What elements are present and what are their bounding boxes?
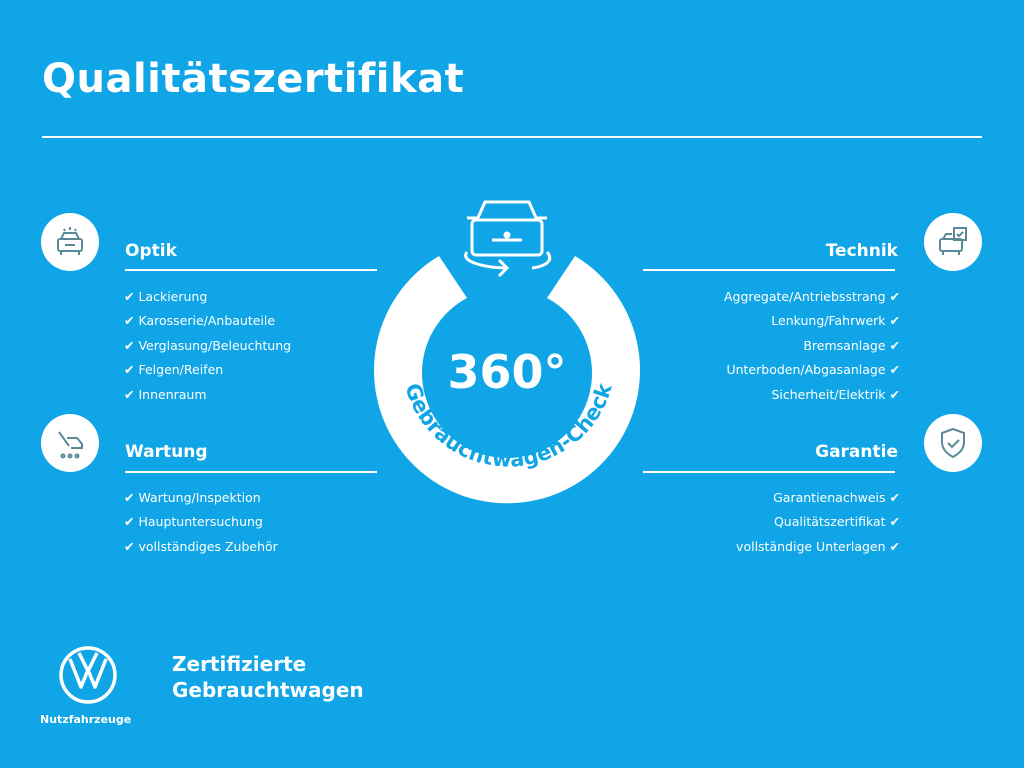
section-divider bbox=[125, 269, 377, 271]
list-item-label: Unterboden/Abgasanlage bbox=[726, 362, 886, 378]
list-item-label: vollständiges Zubehör bbox=[138, 538, 278, 554]
car-rotate-icon bbox=[464, 200, 552, 278]
section-heading-wartung: Wartung bbox=[125, 442, 208, 462]
section-heading-optik: Optik bbox=[125, 241, 177, 261]
brand-text: Zertifizierte Gebrauchtwagen bbox=[172, 651, 364, 703]
list-item: vollständige Unterlagen ✔ bbox=[736, 535, 900, 559]
technik-list: Aggregate/Antriebsstrang ✔ Lenkung/Fahrwe… bbox=[724, 285, 900, 407]
car-front-icon bbox=[41, 213, 99, 271]
check-icon: ✔ bbox=[889, 514, 900, 530]
list-item: Qualitätszertifikat ✔ bbox=[736, 510, 900, 534]
brand-line-1: Zertifizierte bbox=[172, 652, 307, 676]
list-item: Unterboden/Abgasanlage ✔ bbox=[724, 358, 900, 382]
list-item: Garantienachweis ✔ bbox=[736, 486, 900, 510]
list-item: ✔ Innenraum bbox=[124, 383, 291, 407]
check-icon: ✔ bbox=[889, 337, 900, 353]
wartung-list: ✔ Wartung/Inspektion ✔ Hauptuntersuchung ✔… bbox=[124, 486, 278, 559]
list-item-label: Felgen/Reifen bbox=[138, 362, 224, 378]
check-icon: ✔ bbox=[124, 289, 135, 304]
section-divider bbox=[125, 471, 377, 473]
car-checklist-icon bbox=[924, 213, 982, 271]
list-item-label: Karosserie/Anbauteile bbox=[138, 313, 276, 329]
list-item: Sicherheit/Elektrik ✔ bbox=[724, 383, 900, 407]
list-item: ✔ vollständiges Zubehör bbox=[124, 535, 278, 559]
check-icon: ✔ bbox=[889, 386, 900, 402]
list-item-label: Innenraum bbox=[138, 386, 207, 402]
list-item-label: Sicherheit/Elektrik bbox=[771, 386, 886, 402]
list-item-label: Aggregate/Antriebsstrang bbox=[723, 289, 886, 304]
list-item-label: Verglasung/Beleuchtung bbox=[138, 337, 292, 353]
list-item-label: Lenkung/Fahrwerk bbox=[771, 313, 886, 329]
check-icon: ✔ bbox=[889, 289, 900, 304]
check-icon: ✔ bbox=[124, 514, 135, 530]
check-icon: ✔ bbox=[124, 538, 135, 554]
list-item: ✔ Lackierung bbox=[124, 285, 291, 309]
section-heading-garantie: Garantie bbox=[815, 442, 898, 462]
check-icon: ✔ bbox=[124, 490, 135, 505]
list-item-label: Hauptuntersuchung bbox=[138, 514, 263, 530]
list-item-label: Qualitätszertifikat bbox=[773, 514, 886, 530]
check-icon: ✔ bbox=[124, 362, 135, 378]
degree-label: 360° bbox=[447, 345, 566, 399]
wrench-car-icon bbox=[41, 414, 99, 472]
garantie-list: Garantienachweis ✔ Qualitätszertifikat ✔ v… bbox=[736, 486, 900, 559]
logo-caption: Nutzfahrzeuge bbox=[40, 713, 132, 726]
brand-line-2: Gebrauchtwagen bbox=[172, 678, 364, 702]
list-item: Lenkung/Fahrwerk ✔ bbox=[724, 309, 900, 333]
section-divider bbox=[643, 471, 895, 473]
title-divider bbox=[42, 136, 982, 138]
check-icon: ✔ bbox=[124, 337, 135, 353]
list-item: Bremsanlage ✔ bbox=[724, 334, 900, 358]
list-item: ✔ Karosserie/Anbauteile bbox=[124, 309, 291, 333]
check-icon: ✔ bbox=[889, 362, 900, 378]
ring bbox=[374, 256, 640, 504]
page-title: Qualitätszertifikat bbox=[42, 56, 465, 102]
list-item-label: vollständige Unterlagen bbox=[736, 538, 886, 554]
list-item-label: Bremsanlage bbox=[803, 337, 886, 353]
check-icon: ✔ bbox=[124, 313, 135, 329]
check-icon: ✔ bbox=[889, 313, 900, 329]
list-item-label: Garantienachweis bbox=[773, 490, 886, 505]
list-item-label: Lackierung bbox=[138, 289, 208, 304]
check-icon: ✔ bbox=[889, 538, 900, 554]
list-item-label: Wartung/Inspektion bbox=[138, 490, 261, 505]
list-item: ✔ Verglasung/Beleuchtung bbox=[124, 334, 291, 358]
shield-check-icon bbox=[924, 414, 982, 472]
list-item: ✔ Hauptuntersuchung bbox=[124, 510, 278, 534]
list-item: ✔ Felgen/Reifen bbox=[124, 358, 291, 382]
check-icon: ✔ bbox=[124, 386, 135, 402]
check-360-badge: 360° Gebrauchtwagen-Check bbox=[374, 200, 640, 504]
list-item: ✔ Wartung/Inspektion bbox=[124, 486, 278, 510]
section-divider bbox=[643, 269, 895, 271]
list-item: Aggregate/Antriebsstrang ✔ bbox=[724, 285, 900, 309]
check-icon: ✔ bbox=[889, 490, 900, 505]
section-heading-technik: Technik bbox=[825, 241, 898, 261]
optik-list: ✔ Lackierung ✔ Karosserie/Anbauteile ✔ Ver… bbox=[124, 285, 291, 407]
vw-logo bbox=[59, 646, 117, 704]
